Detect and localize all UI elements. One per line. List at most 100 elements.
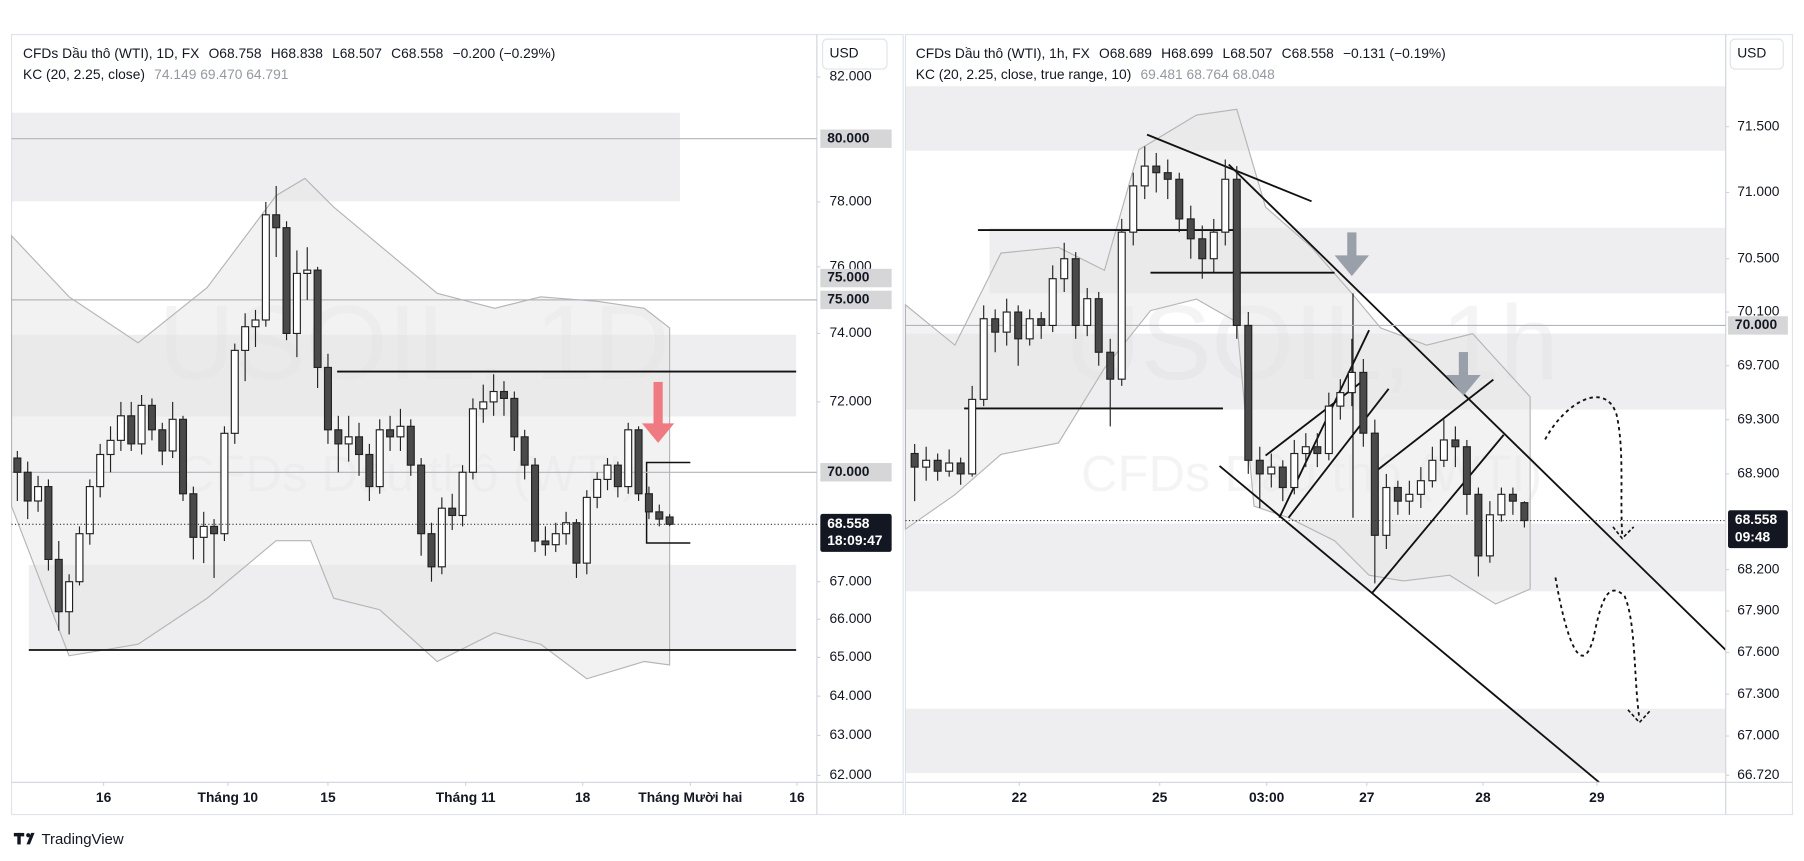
candle-body <box>489 390 498 403</box>
indicator-legend: KC (20, 2.25, close, true range, 10) 69.4… <box>916 66 1275 81</box>
candle-body <box>499 390 509 400</box>
countdown: 18:09:47 <box>827 533 883 548</box>
candle-body <box>1221 178 1230 233</box>
x-tick-label: 03:00 <box>1249 790 1285 805</box>
candle-body <box>427 533 436 568</box>
price-label: 75.000 <box>827 270 870 285</box>
candle-body <box>1347 371 1356 394</box>
y-tick-label: 74.000 <box>830 325 873 340</box>
last-price-box <box>820 513 892 552</box>
logo <box>13 832 35 845</box>
candle-body <box>979 318 988 400</box>
candle-body <box>1416 480 1425 495</box>
candle-body <box>323 366 332 431</box>
legend-title: CFDs Dầu thô (WTI), 1D, FX <box>23 46 199 61</box>
keltner-band <box>10 177 671 680</box>
legend: CFDs Dầu thô (WTI), 1D, FX O68.758 H68.838… <box>23 46 555 61</box>
y-tick-label: 70.100 <box>1737 304 1780 319</box>
x-tick-label: 29 <box>1589 790 1605 805</box>
candle-body <box>313 269 322 369</box>
candle-body <box>1313 446 1322 455</box>
candle-body <box>922 459 931 468</box>
candle-body <box>910 452 919 468</box>
legend-value: L68.507 <box>1223 46 1273 61</box>
candle-body <box>520 436 529 466</box>
candle-body <box>1451 439 1460 448</box>
x-tick-label: 25 <box>1152 790 1168 805</box>
projection-arrow <box>1612 526 1635 540</box>
zone <box>11 112 680 202</box>
candle-body <box>458 471 467 517</box>
legend-value: −0.200 (−0.29%) <box>453 46 556 61</box>
legend-value: L68.507 <box>332 46 382 61</box>
candle-body <box>448 507 457 517</box>
candle-body <box>1244 324 1253 461</box>
candle-body <box>44 486 53 561</box>
price-label-box <box>820 463 892 482</box>
last-price-label: 68.558 <box>827 516 870 531</box>
candle-body <box>582 496 591 564</box>
currency: USD <box>830 46 859 61</box>
candle-body <box>230 349 239 434</box>
indicator-name: KC (20, 2.25, close, true range, 10) <box>916 66 1132 81</box>
candle-body <box>933 459 942 472</box>
candle-body <box>562 522 571 535</box>
x-tick-label: 28 <box>1475 790 1491 805</box>
candle-body <box>945 462 954 472</box>
candle-body <box>1002 311 1011 333</box>
x-tick-label: Tháng Mười hai <box>638 790 742 805</box>
candle-body <box>1048 278 1057 327</box>
candle-body <box>396 425 405 438</box>
candle-body <box>593 478 602 498</box>
candle-body <box>956 462 965 475</box>
candle-body <box>354 436 364 456</box>
candle-body <box>54 558 63 613</box>
candle-body <box>13 457 22 473</box>
candle-body <box>158 429 167 452</box>
candle-body <box>468 408 477 473</box>
candle-body <box>127 415 136 445</box>
indicator-values: 74.149 69.470 64.791 <box>154 66 288 81</box>
y-tick-label: 67.900 <box>1737 603 1780 618</box>
indicator-legend: KC (20, 2.25, close) 74.149 69.470 64.791 <box>23 66 288 81</box>
candle-body <box>531 464 540 542</box>
price-label-box <box>820 268 892 288</box>
candle-body <box>1175 178 1184 220</box>
candle-body <box>634 429 643 495</box>
candle-body <box>1439 439 1448 461</box>
candle-body <box>251 319 260 328</box>
candle-body <box>147 404 156 431</box>
y-tick-label: 67.000 <box>1737 728 1780 743</box>
legend-title: CFDs Dầu thô (WTI), 1h, FX <box>916 46 1090 61</box>
candle-body <box>655 511 664 520</box>
x-tick-label: 15 <box>320 790 336 805</box>
legend-value: −0.131 (−0.19%) <box>1343 46 1446 61</box>
last-price-label: 68.558 <box>1735 512 1778 527</box>
zone <box>905 708 1726 774</box>
candle-body <box>1037 318 1046 327</box>
candle-body <box>1278 466 1287 489</box>
candle-body <box>199 525 208 538</box>
candle-body <box>479 401 488 410</box>
candle-body <box>1060 258 1069 280</box>
candle-body <box>613 464 622 488</box>
candle-body <box>365 453 374 488</box>
y-tick-label: 67.600 <box>1737 644 1780 659</box>
candle-body <box>1186 218 1195 240</box>
footer-brand: TradingView <box>41 831 123 848</box>
candle-body <box>261 214 270 321</box>
drawing-line <box>1371 434 1505 594</box>
candle-body <box>624 429 633 488</box>
candle-body <box>1370 432 1379 536</box>
candle-body <box>85 486 94 535</box>
candle-body <box>1094 298 1103 353</box>
candle-body <box>1324 405 1333 455</box>
candle-body <box>1106 351 1115 380</box>
x-tick-label: Tháng 11 <box>436 790 496 805</box>
candle-body <box>572 522 581 564</box>
candle-body <box>116 415 125 441</box>
zone <box>905 523 1726 592</box>
candle-body <box>334 429 343 445</box>
candle-body <box>1198 238 1207 260</box>
x-tick-label: 22 <box>1012 790 1028 805</box>
